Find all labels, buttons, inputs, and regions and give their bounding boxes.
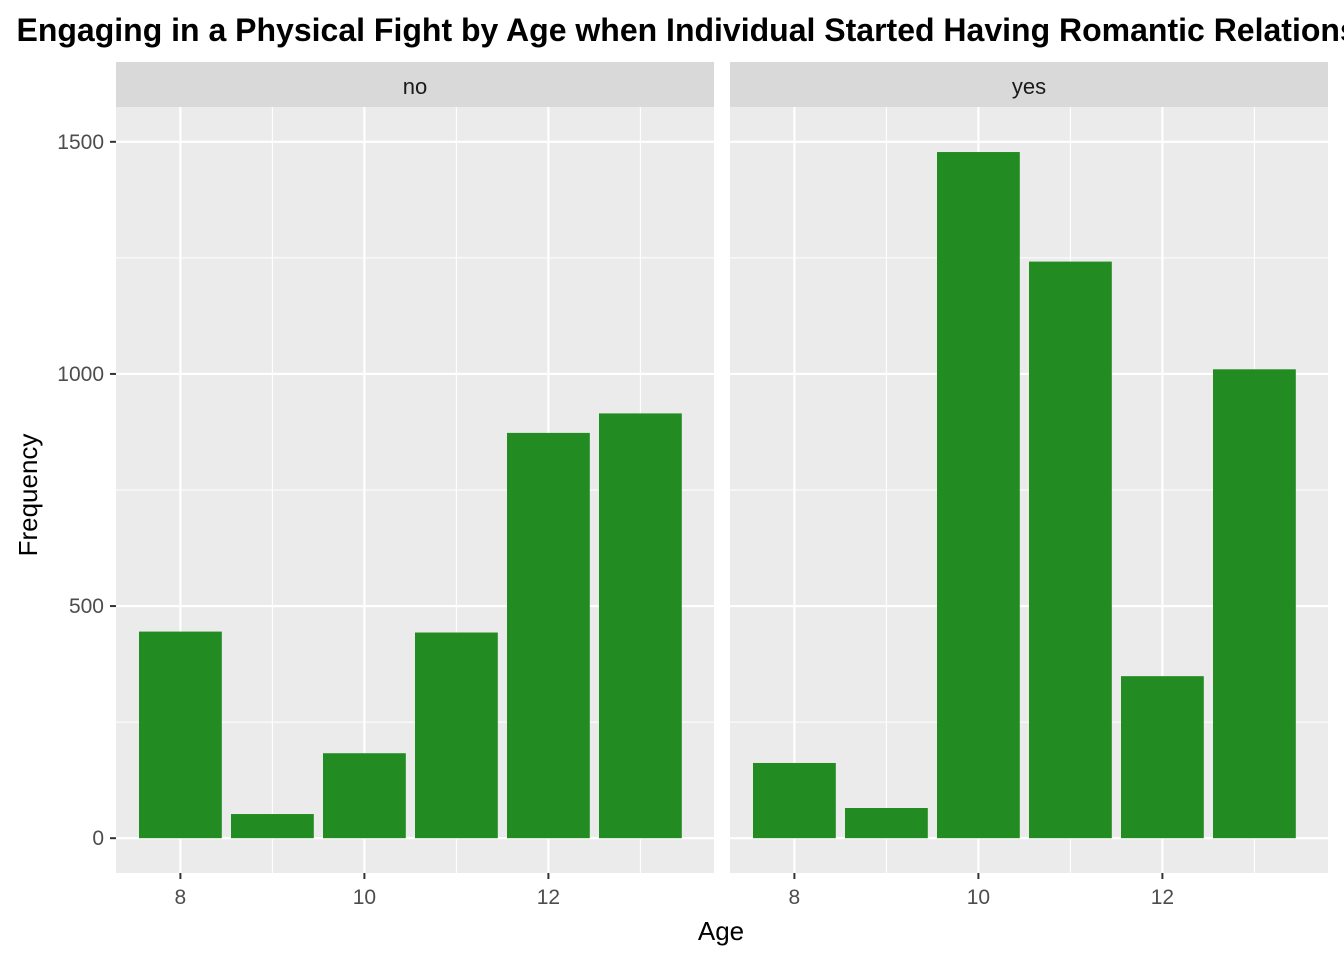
y-tick-label: 500: [69, 595, 104, 618]
facet-panels: no yes: [116, 62, 1328, 873]
x-tick-label: 10: [353, 886, 376, 909]
bar-no-age-11: [415, 632, 498, 839]
facet-strip-yes: [730, 62, 1328, 107]
y-tick-label: 1000: [57, 363, 104, 386]
facet-strip-label-yes: yes: [1012, 74, 1046, 99]
x-tick-label: 8: [789, 886, 801, 909]
bar-no-age-10: [323, 753, 406, 839]
bar-no-age-12: [507, 432, 590, 839]
x-tick-label: 10: [967, 886, 990, 909]
facet-panel-no: no: [116, 62, 714, 873]
bar-no-age-9: [231, 814, 314, 839]
facet-strip-no: [116, 62, 714, 107]
x-axis-title: Age: [698, 916, 744, 946]
chart-title: Engaging in a Physical Fight by Age when…: [16, 12, 1344, 48]
facet-panel-yes: yes: [730, 62, 1328, 873]
x-tick-label: 12: [1151, 886, 1174, 909]
y-tick-label: 0: [92, 827, 104, 850]
y-tick-label: 1500: [57, 131, 104, 154]
bar-yes-age-10: [937, 152, 1020, 839]
bar-yes-age-9: [845, 808, 928, 839]
x-axis: 8 10 12 8 10 12: [175, 873, 1174, 909]
x-tick-label: 12: [537, 886, 560, 909]
x-tick-label: 8: [175, 886, 187, 909]
y-axis: 0 500 1000 1500: [57, 131, 116, 850]
bar-yes-age-12: [1121, 676, 1204, 839]
bar-no-age-8: [139, 631, 222, 839]
y-axis-title: Frequency: [13, 434, 43, 557]
bar-yes-age-11: [1029, 261, 1112, 839]
bar-yes-age-13: [1213, 369, 1296, 839]
facet-strip-label-no: no: [403, 74, 427, 99]
bar-no-age-13: [599, 413, 682, 839]
bar-yes-age-8: [753, 762, 836, 839]
